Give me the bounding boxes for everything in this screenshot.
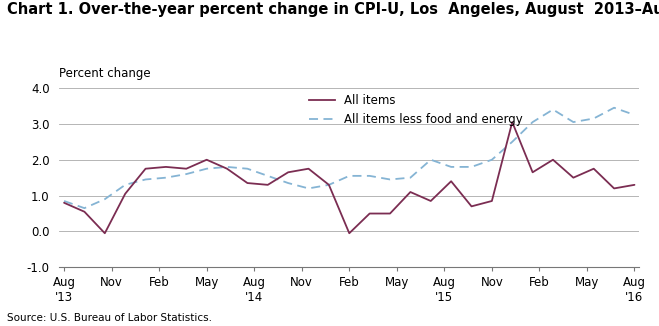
Text: Source: U.S. Bureau of Labor Statistics.: Source: U.S. Bureau of Labor Statistics.: [7, 313, 212, 323]
Text: Percent change: Percent change: [59, 67, 151, 80]
Text: Chart 1. Over-the-year percent change in CPI-U, Los  Angeles, August  2013–Augus: Chart 1. Over-the-year percent change in…: [7, 2, 659, 17]
Legend: All items, All items less food and energy: All items, All items less food and energ…: [309, 94, 523, 126]
